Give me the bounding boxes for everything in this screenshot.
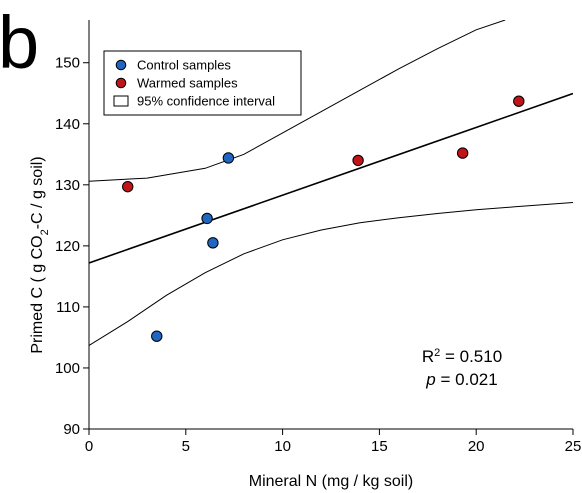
- y-tick-label: 130: [55, 177, 80, 194]
- r-squared-label: R2 = 0.510: [422, 347, 502, 366]
- y-tick-label: 100: [55, 360, 80, 377]
- y-tick-label: 110: [56, 299, 80, 316]
- control-point: [207, 237, 219, 249]
- legend-box-marker: [113, 95, 129, 107]
- y-tick-label: 150: [55, 55, 80, 72]
- y-tick-label: 140: [55, 116, 80, 133]
- warmed-point: [122, 180, 134, 193]
- chart-series-layer: [89, 20, 573, 346]
- legend-frame: [103, 50, 302, 116]
- legend-marker: [115, 77, 127, 89]
- confidence-upper-line: [89, 20, 506, 182]
- x-tick-label: 0: [85, 438, 93, 455]
- warmed-point: [352, 154, 364, 167]
- legend-marker: [115, 59, 127, 71]
- x-tick-label: 25: [565, 438, 582, 455]
- chart-axes: 90 100 110 120 130 140 150 0 5 10 15 20 25: [55, 20, 581, 455]
- x-tick-label: 5: [182, 438, 190, 455]
- p-value-label: p = 0.021: [425, 370, 497, 389]
- legend-label: Control samples: [137, 58, 231, 73]
- warmed-point: [513, 95, 525, 107]
- x-tick-label: 20: [468, 438, 485, 455]
- x-tick-label: 15: [371, 438, 388, 455]
- x-tick-label: 10: [274, 438, 291, 455]
- control-point: [222, 152, 235, 164]
- y-tick-label: 90: [63, 421, 80, 438]
- control-point: [151, 330, 163, 342]
- y-tick-label: 120: [55, 238, 80, 255]
- x-axis-title: Mineral N (mg / kg soil): [249, 473, 413, 490]
- control-point: [201, 212, 213, 225]
- confidence-lower-line: [89, 202, 573, 346]
- panel-letter: b: [0, 1, 39, 84]
- regression-line: [89, 92, 573, 264]
- plot-area: [89, 20, 573, 346]
- warmed-point: [456, 147, 469, 159]
- legend: Control samples Warmed samples 95% confide…: [103, 50, 302, 116]
- legend-items: Control samples Warmed samples 95% confide…: [113, 58, 275, 109]
- legend-label: Warmed samples: [137, 76, 238, 91]
- y-axis-title: Primed C ( g CO2-C / g soil): [29, 156, 51, 353]
- legend-label: 95% confidence interval: [137, 94, 275, 109]
